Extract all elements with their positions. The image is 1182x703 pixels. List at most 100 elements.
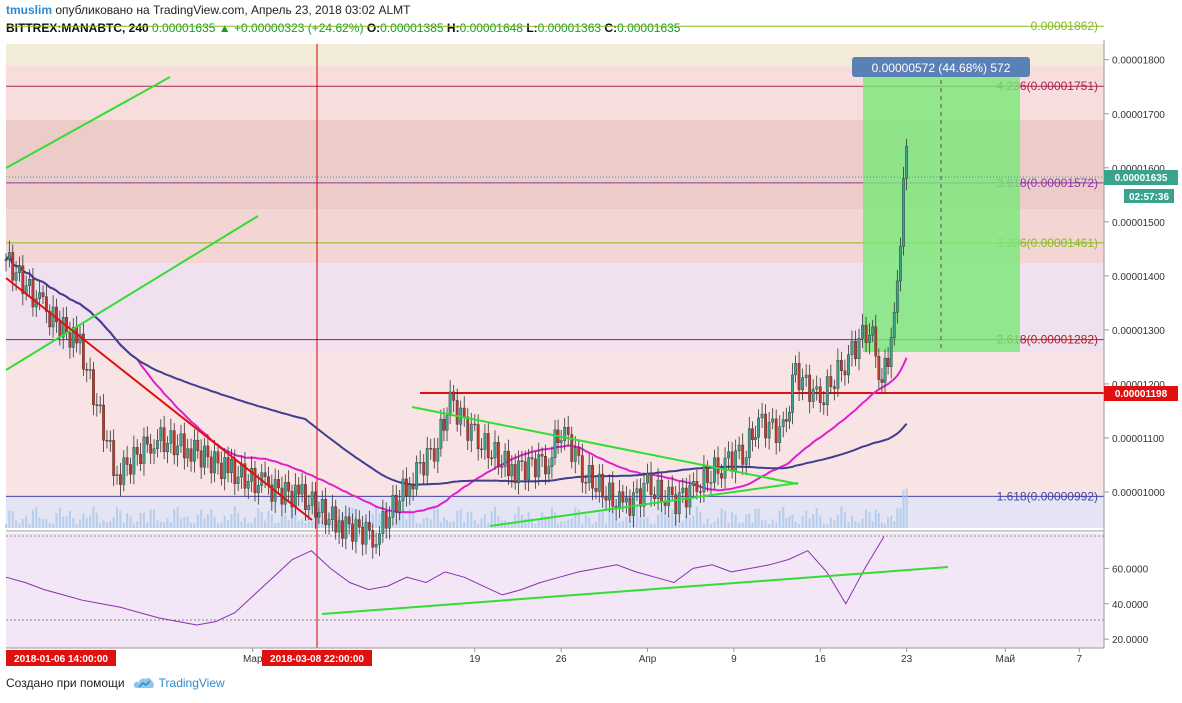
trend-green-1[interactable]	[5, 76, 171, 169]
price-tick-label: 0.00001400	[1112, 272, 1165, 283]
candle-body	[808, 374, 812, 402]
trend-green-3[interactable]	[411, 406, 799, 485]
candle-body	[527, 457, 531, 481]
candle-body	[895, 280, 899, 313]
volume-bar	[899, 508, 902, 528]
candle-body	[341, 520, 344, 539]
candle-body	[411, 484, 415, 490]
volume-bar	[657, 514, 660, 528]
volume-bar	[159, 521, 162, 528]
open-label: O:	[366, 21, 381, 35]
last-price-badge	[1104, 170, 1178, 185]
tradingview-link[interactable]: TradingView	[133, 676, 225, 690]
candle-body	[105, 439, 109, 442]
candle-body	[367, 522, 371, 531]
open-value: 0.00001385	[380, 21, 444, 35]
candle-body	[7, 252, 11, 260]
candle-body	[172, 430, 176, 456]
candles	[4, 138, 909, 559]
candle-body	[304, 484, 307, 510]
candle-body	[324, 499, 328, 525]
volume-bar	[126, 513, 129, 528]
candle-body	[327, 519, 331, 525]
candle-body	[287, 481, 291, 492]
candle-body	[189, 448, 193, 462]
volume-bar	[487, 522, 490, 528]
volume-bar	[233, 506, 236, 528]
volume-bar	[720, 508, 723, 528]
volume-bar	[200, 509, 203, 528]
candle-body	[71, 327, 75, 348]
date-badge-left	[6, 650, 116, 666]
volume-bar	[442, 517, 445, 528]
candle-body	[880, 379, 884, 383]
volume-bar	[709, 523, 712, 528]
candle-body	[310, 491, 314, 506]
countdown-badge	[1124, 189, 1174, 203]
trend-red[interactable]	[5, 277, 313, 521]
volume-bar	[257, 508, 260, 528]
volume-bar	[105, 522, 108, 528]
time-tick-label: 7	[1077, 654, 1083, 665]
volume-bar	[681, 521, 684, 528]
created-with-text: Создано при помощи	[6, 676, 125, 690]
candle-body	[122, 457, 126, 485]
footer: Создано при помощи TradingView	[6, 676, 225, 690]
time-tick-label: 19	[469, 654, 481, 665]
volume-bar	[109, 520, 112, 528]
price-axis-labels: 0.00001800 0.00001700 0.00001600 0.00001500…	[1104, 56, 1165, 499]
volume-bar	[371, 513, 374, 528]
volume-bar	[621, 521, 624, 528]
trend-green-2[interactable]	[5, 215, 259, 371]
rsi-tick-label: 60.0000	[1112, 564, 1149, 575]
volume-bar	[307, 520, 310, 528]
volume-bar	[459, 509, 462, 528]
candle-body	[344, 516, 348, 539]
volume-bar	[567, 519, 570, 528]
time-tick-label: 9	[731, 654, 737, 665]
volume-bar	[463, 521, 466, 528]
rsi-trend[interactable]	[321, 566, 949, 615]
candle-body	[757, 417, 760, 438]
volume-bar	[534, 523, 537, 528]
candle-body	[425, 448, 429, 476]
candle-body	[21, 265, 25, 294]
candle-body	[523, 461, 527, 481]
candle-body	[408, 484, 412, 497]
candle-body	[815, 386, 819, 390]
fib-label: 0.00001862)	[1031, 19, 1098, 33]
volume-bar	[667, 516, 670, 528]
candle-body	[507, 450, 510, 477]
volume-bar	[877, 512, 880, 528]
volume-bar	[75, 523, 78, 528]
candle-body	[503, 450, 507, 467]
candle-body	[112, 440, 116, 476]
volume-bar	[748, 513, 751, 528]
volume-bar	[544, 516, 547, 528]
candle-body	[330, 506, 334, 520]
volume-bar	[270, 514, 273, 528]
author-name[interactable]: tmuslim	[6, 3, 53, 17]
volume-bar	[678, 523, 681, 528]
volume-bar	[284, 515, 287, 528]
volume-bar	[858, 522, 861, 528]
trend-green-4[interactable]	[489, 482, 799, 527]
candle-body	[566, 427, 570, 435]
volume-bar	[731, 512, 734, 528]
volume-bar	[210, 508, 213, 528]
candle-body	[125, 457, 129, 465]
candle-body	[92, 369, 95, 405]
volume-bar	[426, 517, 429, 528]
candle-body	[139, 454, 142, 464]
candle-body	[371, 530, 375, 548]
last-price-badge-text: 0.00001635	[1115, 173, 1168, 184]
volume-bar	[179, 518, 182, 528]
candle-body	[559, 440, 563, 443]
candle-body	[854, 340, 857, 360]
rsi-tick-label: 20.0000	[1112, 635, 1149, 646]
volume-bar	[156, 520, 159, 528]
volume-bar	[854, 521, 857, 528]
volume-bar	[216, 523, 219, 528]
volume-bar	[757, 508, 760, 528]
